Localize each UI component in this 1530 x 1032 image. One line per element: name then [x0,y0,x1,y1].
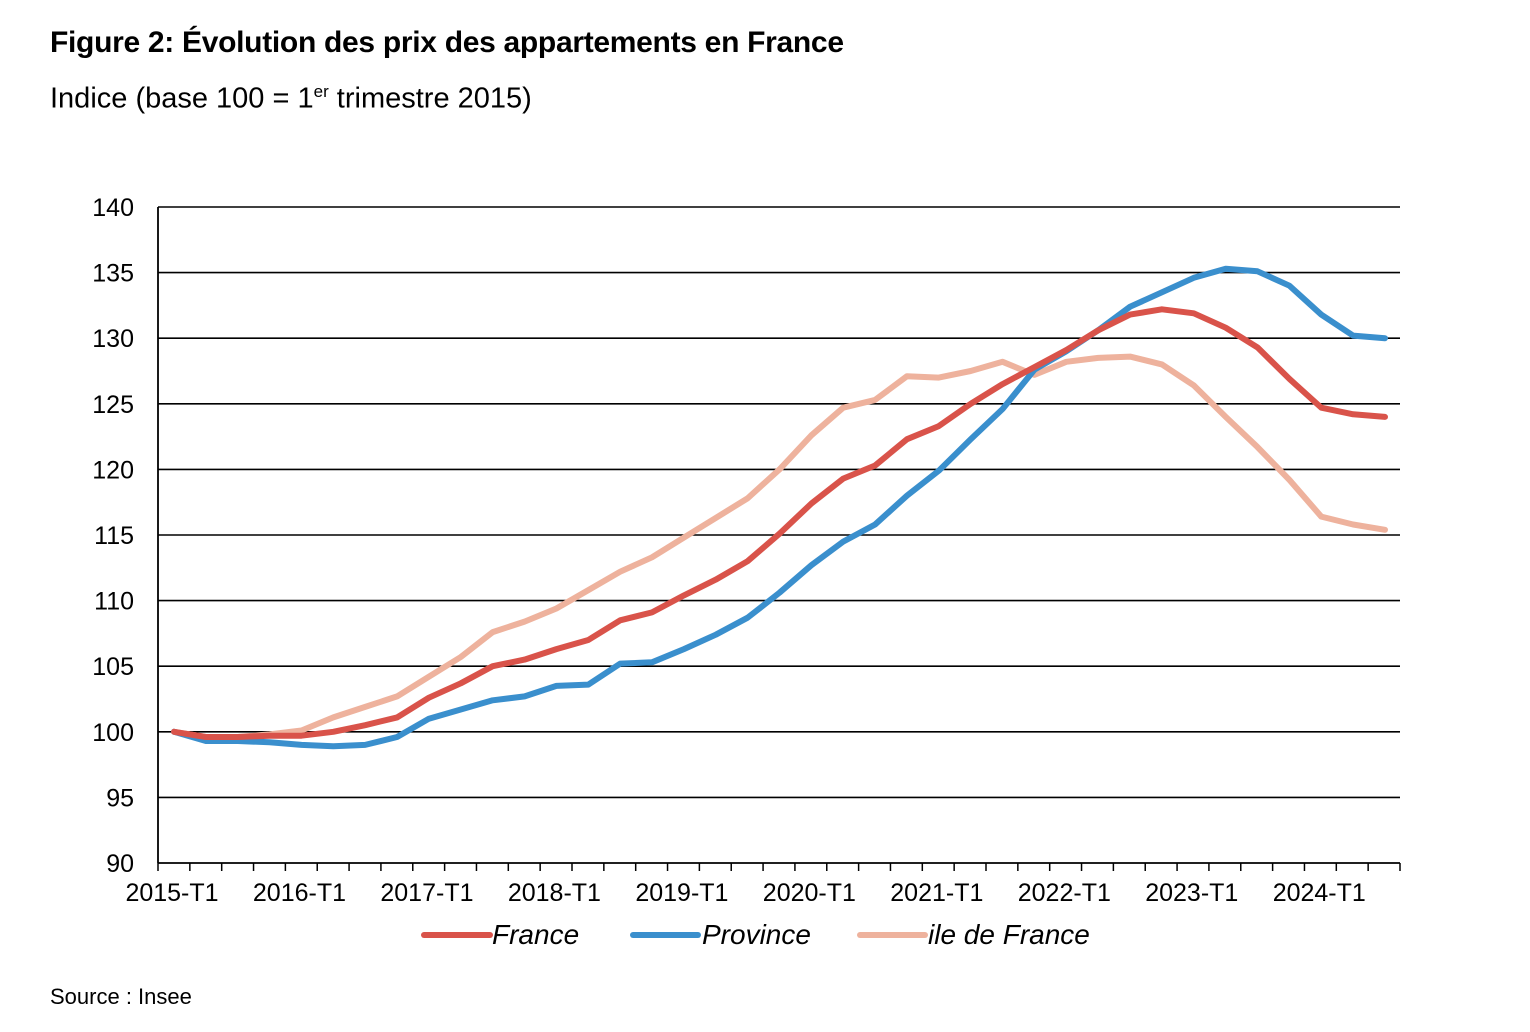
x-tick-label: 2017-T1 [380,879,473,907]
series-line-province [171,265,1388,750]
x-tick-label: 2021-T1 [890,879,983,907]
x-tick-label: 2016-T1 [253,879,346,907]
x-tick-label: 2020-T1 [763,879,856,907]
source-note: Source : Insee [50,984,192,1009]
x-tick-label: 2019-T1 [635,879,728,907]
subtitle-superscript: er [313,82,329,101]
legend-label-ile-de-france: ile de France [928,919,1090,950]
series-line-ile-de-france [171,353,1388,740]
legend-label-france: France [492,919,579,950]
y-axis-ticks: 90 95 100 105 110 115 120 125 130 135 140 [92,194,134,878]
x-tick-label: 2023-T1 [1145,879,1238,907]
series-lines [171,265,1388,750]
y-tick-label: 90 [106,850,134,878]
y-tick-label: 120 [92,456,134,484]
chart-title: Figure 2: Évolution des prix des apparte… [50,26,844,59]
series-line-france [171,306,1388,740]
x-axis: 2015-T1 2016-T1 2017-T1 2018-T1 2019-T1 2020-… [125,207,1401,907]
y-tick-label: 135 [92,260,134,288]
y-tick-label: 130 [92,325,134,353]
subtitle-rest: trimestre 2015) [328,82,532,115]
y-tick-label: 115 [94,522,134,550]
chart-subtitle: Indice (base 100 = 1er trimestre 2015) [50,82,532,116]
y-tick-label: 100 [92,719,134,747]
subtitle-main: Indice (base 100 = 1 [50,82,314,115]
y-tick-label: 110 [94,588,134,616]
x-tick-label: 2015-T1 [125,879,218,907]
y-tick-label: 105 [92,653,134,681]
legend-label-province: Province [702,919,811,950]
grid-lines [158,206,1400,799]
x-tick-label: 2024-T1 [1273,879,1366,907]
legend: France Province ile de France [421,919,1090,950]
y-tick-label: 95 [106,784,134,812]
y-tick-label: 125 [92,391,134,419]
x-tick-label: 2022-T1 [1018,879,1111,907]
y-tick-label: 140 [92,194,134,222]
x-tick-label: 2018-T1 [508,879,601,907]
